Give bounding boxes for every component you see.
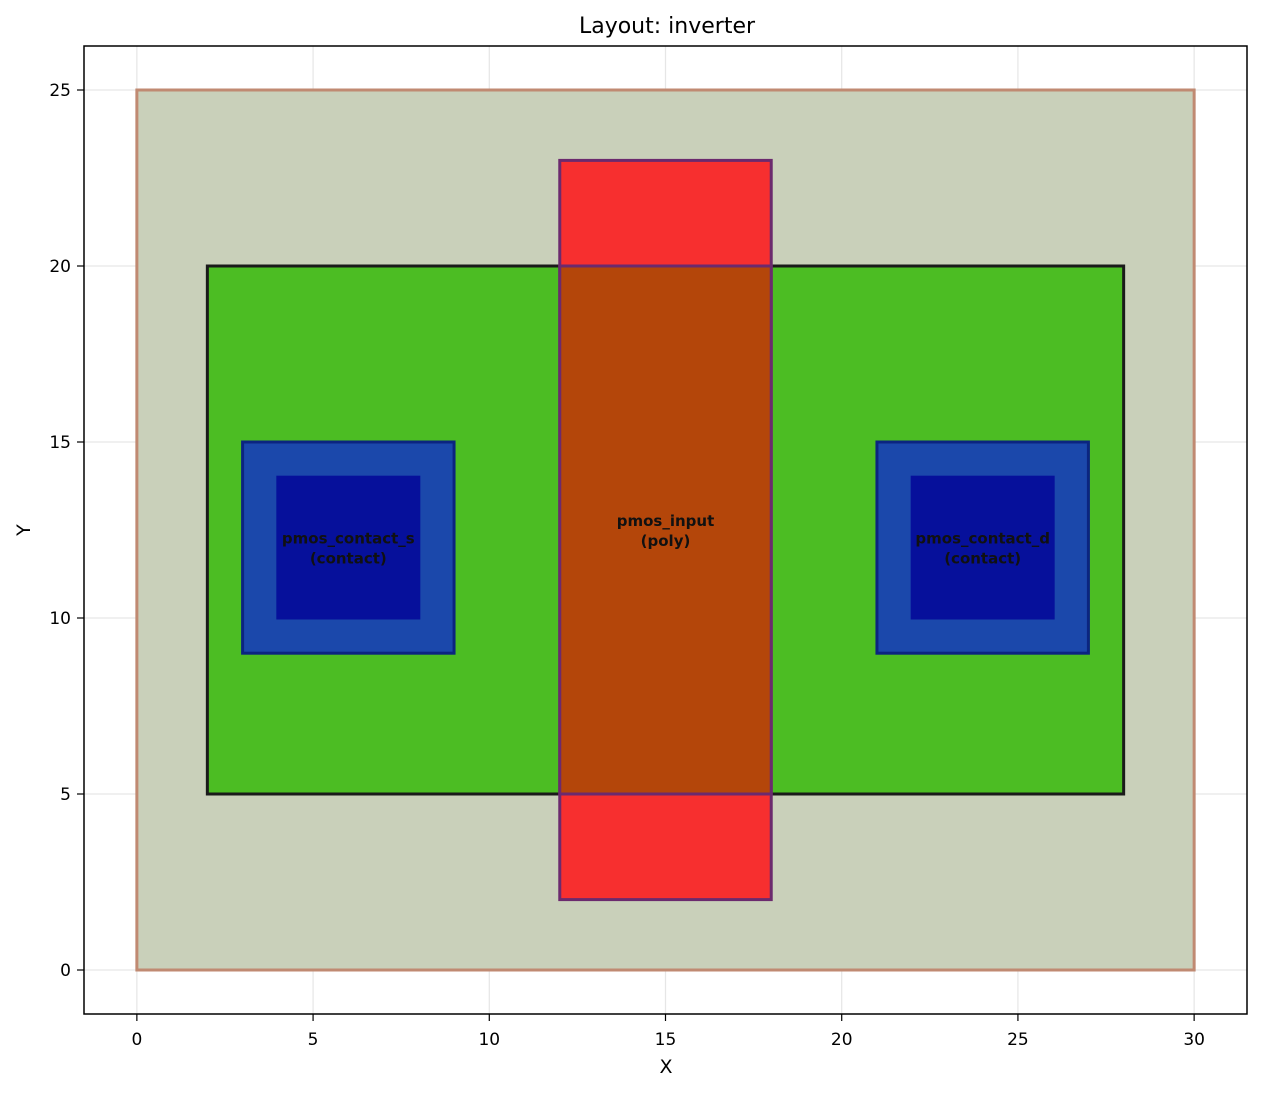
label-right-contact-line: pmos_contact_d — [915, 530, 1050, 548]
label-poly: pmos_input (poly) — [617, 512, 715, 550]
shape-labels: pmos_contact_s (contact)pmos_input (poly) p… — [282, 512, 1050, 568]
x-tick-label: 25 — [1007, 1030, 1029, 1050]
label-poly-line: (poly) — [641, 532, 691, 550]
label-right-contact-line: (contact) — [944, 550, 1021, 568]
label-left-contact: pmos_contact_s (contact) — [282, 530, 415, 568]
label-right-contact: pmos_contact_d (contact) — [915, 530, 1050, 568]
x-tick-label: 5 — [308, 1030, 319, 1050]
label-poly-line: pmos_input — [617, 512, 715, 530]
x-tick-label: 15 — [655, 1030, 677, 1050]
label-left-contact-line: pmos_contact_s — [282, 530, 415, 548]
y-tick-label: 20 — [49, 257, 71, 277]
y-tick-label: 25 — [49, 81, 71, 101]
y-tick-label: 0 — [60, 961, 71, 981]
x-tick-label: 30 — [1183, 1030, 1205, 1050]
layout-rect-poly-overlap — [558, 264, 773, 796]
chart-title: Layout: inverter — [579, 14, 756, 39]
y-tick-label: 5 — [60, 785, 71, 805]
y-tick-label: 10 — [49, 609, 71, 629]
layout-shapes — [135, 88, 1196, 972]
label-left-contact-line: (contact) — [310, 550, 387, 568]
y-axis-label: Y — [13, 524, 35, 537]
layout-rect-contact-right — [910, 475, 1055, 620]
y-tick-label: 15 — [49, 433, 71, 453]
axis-ticks: 0 5 10 15 20 25 30 0 5 10 15 20 25 — [49, 81, 1205, 1050]
x-tick-label: 10 — [478, 1030, 500, 1050]
x-tick-label: 0 — [131, 1030, 142, 1050]
x-axis-label: X — [659, 1056, 672, 1078]
layout-rect-contact-left — [276, 475, 421, 620]
x-tick-label: 20 — [831, 1030, 853, 1050]
